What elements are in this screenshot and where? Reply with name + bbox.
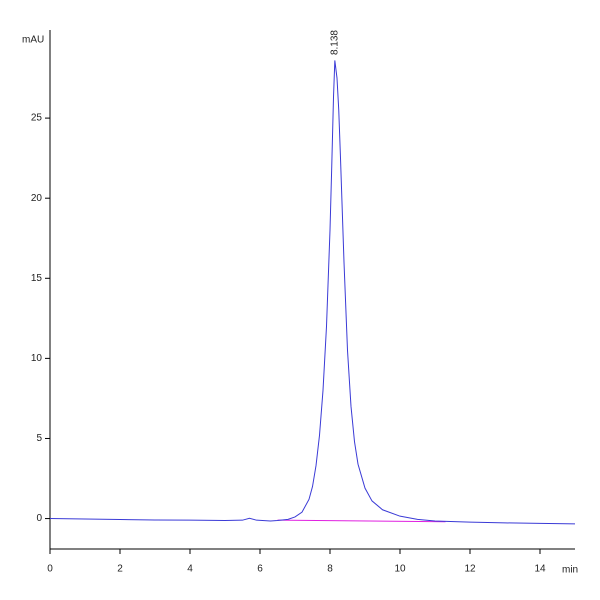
x-tick-label: 4 — [187, 564, 193, 575]
integration-baseline — [277, 519, 446, 523]
x-tick-label: 0 — [47, 564, 53, 575]
x-tick-label: 8 — [327, 564, 333, 575]
y-tick-label: 25 — [31, 113, 43, 124]
y-tick-label: 0 — [36, 513, 42, 524]
signal-line — [49, 60, 576, 525]
y-tick-label: 10 — [31, 353, 43, 364]
x-tick-label: 12 — [464, 564, 476, 575]
y-tick-label: 5 — [36, 433, 42, 444]
x-tick-label: 2 — [117, 564, 123, 575]
x-axis-label: min — [562, 565, 578, 576]
peak-label: 8.138 — [329, 30, 340, 55]
y-tick-label: 15 — [31, 273, 43, 284]
y-axis-label: mAU — [22, 35, 44, 46]
x-tick-label: 6 — [257, 564, 263, 575]
x-tick-label: 10 — [394, 564, 406, 575]
y-tick-label: 20 — [31, 193, 43, 204]
x-tick-label: 14 — [534, 564, 546, 575]
